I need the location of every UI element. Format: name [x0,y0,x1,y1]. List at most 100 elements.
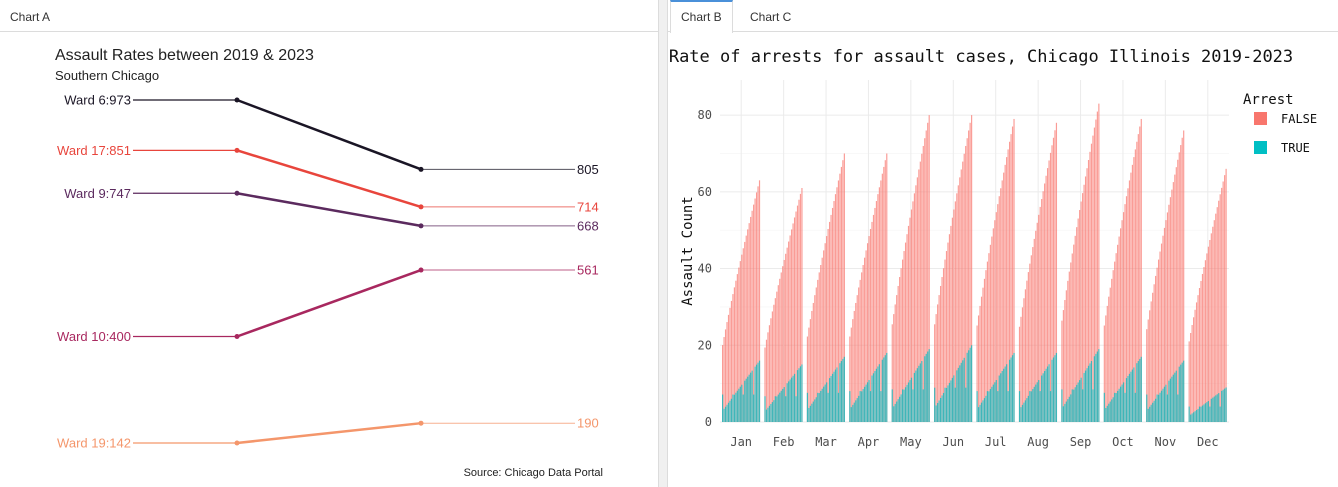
bar-true [741,384,743,422]
bar-true [963,357,965,422]
tab-chart-c[interactable]: Chart C [750,10,792,24]
bar-true [1122,382,1125,422]
bar-false [1155,275,1157,422]
bar-false [773,304,775,422]
bar-false [723,337,725,422]
bar-true [791,377,793,422]
bar-false [1020,316,1022,422]
bar-true [907,382,910,422]
bar-false [1212,226,1214,422]
bar-false [1215,213,1217,422]
bar-false [842,160,844,422]
bar-false [966,138,968,422]
bar-true [1149,406,1151,422]
bar-false [1150,301,1152,422]
bar-true [872,373,875,422]
bar-true [826,382,828,422]
bar-true [754,366,756,422]
tab-chart-b[interactable]: Chart B [670,0,733,33]
bar-false [1055,122,1058,423]
legend: Arrest FALSE TRUE [1243,92,1317,155]
bar-false [922,145,924,422]
bar-true [1163,386,1166,422]
bar-true [733,394,735,422]
bar-false [1090,143,1093,422]
bar-false [934,324,936,422]
bar-false [1038,214,1040,422]
bar-false [957,185,959,422]
bar-false [869,228,872,422]
bar-false [1089,151,1091,422]
tab-chart-a[interactable]: Chart A [10,10,51,24]
bar-true [1209,406,1211,422]
bar-false [872,214,875,422]
bar-true [1114,392,1116,422]
bar-false [1172,182,1174,422]
bar-true [900,394,902,422]
bar-true [1219,406,1221,422]
bar-false [792,223,794,422]
bar-false [1115,253,1117,422]
bar-true [945,387,948,422]
bar-false [1064,300,1066,422]
bar-false [1147,319,1149,422]
bar-true [1204,403,1207,422]
bar-false [1084,176,1087,422]
bar-true [1090,361,1093,422]
bar-false [1010,134,1012,422]
bar-false [1092,135,1094,422]
bar-false [871,221,873,422]
pane-splitter[interactable] [658,0,668,487]
bar-true [1140,356,1142,422]
bar-false [793,217,796,422]
bar-false [777,285,779,422]
bar-false [1098,103,1100,422]
bar-false [1021,307,1024,422]
bar-true [1036,382,1038,422]
bar-true [1172,374,1174,422]
bar-false [1127,188,1129,422]
series-ward-6: Ward 6:973 805 [64,93,598,177]
bar-true [1074,387,1076,422]
bar-true [884,355,886,422]
bar-true [903,389,905,422]
bar-false [1216,207,1218,422]
bar-false [1052,137,1055,422]
bar-false [1054,130,1056,422]
bar-false [998,196,1000,422]
bar-false [1200,280,1202,422]
bar-true [1023,402,1025,422]
bar-true [1115,393,1117,422]
slope-line [236,192,422,228]
bar-false [840,166,842,422]
bar-false [856,295,858,422]
bar-false [924,138,926,422]
series-ward-9: Ward 9:747 668 [64,186,598,234]
bar-false [1026,280,1028,422]
bar-false [818,272,820,422]
bar-false [751,210,753,422]
bar-false [1139,126,1141,422]
bar-true [874,371,876,422]
bar-true [792,375,794,422]
bar-false [861,272,863,422]
chart-caption: Source: Chicago Data Portal [464,467,603,479]
bar-false [724,329,727,422]
bar-true [1020,407,1022,422]
bar-true [744,380,746,422]
bar-false [866,243,869,422]
bar-false [1068,271,1070,422]
start-label: Ward 19:142 [57,436,131,451]
bar-true [941,395,943,422]
bar-false [1073,244,1075,422]
bar-true [771,402,773,422]
bar-true [757,362,759,422]
bar-false [791,229,793,422]
bar-false [965,145,967,422]
bar-false [858,287,860,422]
bar-true [827,392,829,422]
bar-true [985,395,987,422]
x-tick-label: Jul [985,435,1007,449]
start-point [234,97,240,103]
bar-false [1111,278,1113,422]
